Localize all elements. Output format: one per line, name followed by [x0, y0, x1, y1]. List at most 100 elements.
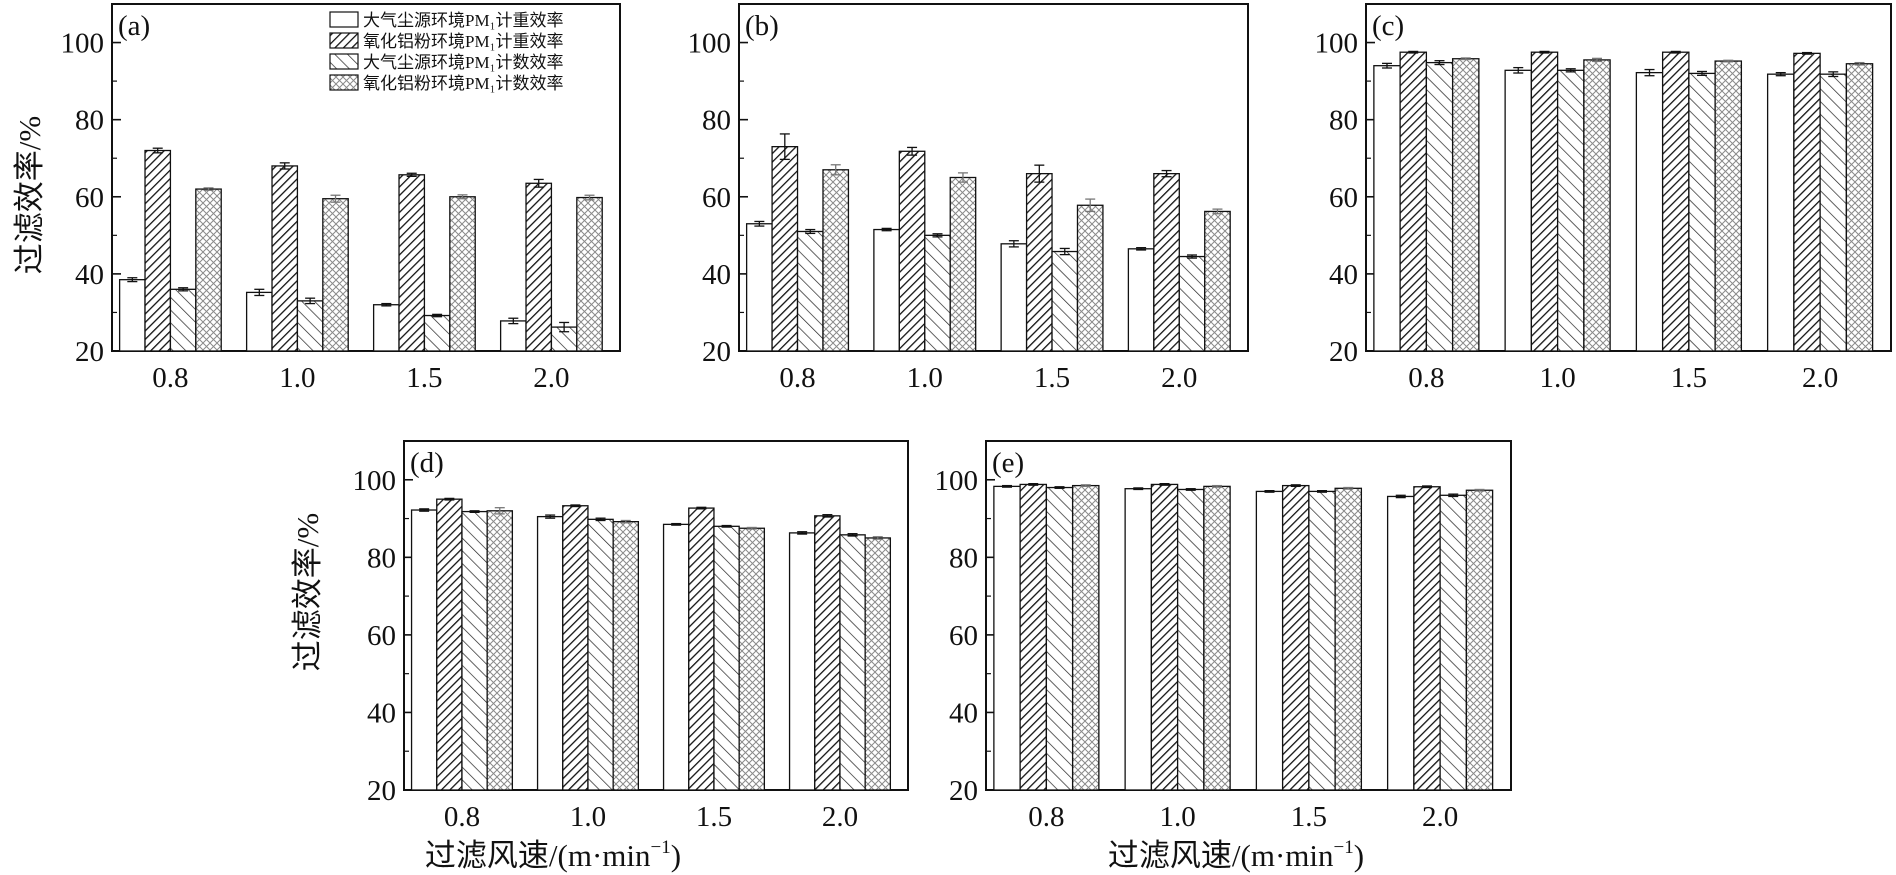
x-tick-label: 1.5: [696, 801, 732, 833]
x-tick-label: 0.8: [444, 801, 480, 833]
x-axis-label-d: 过滤风速/(m·min−1): [425, 837, 681, 873]
y-tick-label: 40: [75, 259, 104, 291]
bar: [118, 279, 146, 352]
bar: [814, 515, 841, 791]
y-axis-label-bottom: 过滤效率/%: [290, 513, 325, 671]
legend-swatch: [329, 11, 359, 28]
legend-swatch: [329, 32, 359, 49]
x-tick-label: 2.0: [1802, 362, 1838, 394]
bar: [839, 534, 866, 791]
bar: [1281, 484, 1310, 791]
y-tick-label: 20: [367, 775, 396, 807]
bar: [486, 510, 514, 791]
y-tick-label: 20: [949, 775, 978, 807]
chart-panel: 20 40 60 80 100 0.8 1.0 1.5 2.0 (c): [1315, 3, 1892, 394]
plot-frame: [111, 3, 621, 352]
bar: [1439, 494, 1468, 791]
bar: [169, 288, 197, 352]
bar: [898, 150, 926, 352]
bar: [449, 196, 476, 352]
y-tick-label: 40: [367, 697, 396, 729]
x-tick-label: 2.0: [1161, 362, 1197, 394]
bar: [245, 291, 273, 352]
bar: [1793, 52, 1821, 352]
y-tick-label: 60: [949, 620, 978, 652]
bar: [1714, 60, 1743, 352]
x-tick-label: 1.0: [907, 362, 943, 394]
y-tick-label: 40: [949, 697, 978, 729]
bar: [1556, 69, 1585, 352]
bar: [410, 509, 438, 791]
bar: [1153, 172, 1180, 352]
x-tick-label: 1.5: [1291, 801, 1327, 833]
y-tick-label: 80: [949, 542, 978, 574]
plot-frame: [1365, 3, 1892, 352]
bar: [1124, 488, 1153, 791]
x-tick-label: 2.0: [822, 801, 858, 833]
chart-panel: 20 40 60 80 100 0.8 1.0 1.5 2.0 (b): [688, 3, 1249, 394]
bar: [1504, 69, 1533, 352]
plot-frame: [985, 440, 1512, 791]
y-tick-label: 40: [1329, 259, 1358, 291]
bar: [1051, 250, 1079, 352]
bar: [1000, 243, 1028, 352]
bar: [1530, 51, 1559, 352]
bar: [738, 527, 766, 791]
bar: [423, 314, 451, 352]
bar: [1399, 51, 1428, 352]
bar: [1386, 495, 1415, 791]
bar: [1845, 63, 1874, 352]
x-tick-label: 1.5: [1034, 362, 1070, 394]
bar: [144, 149, 172, 352]
panel-label: (a): [118, 10, 150, 42]
bar: [822, 169, 850, 352]
y-tick-label: 40: [702, 259, 731, 291]
bar: [924, 234, 951, 352]
panel-label: (c): [1372, 10, 1404, 42]
bar: [1127, 248, 1155, 352]
bar: [1076, 204, 1104, 352]
chart-panel: 20 40 60 80 100 0.8 1.0 1.5 2.0 (e): [935, 440, 1512, 833]
y-axis-label-top: 过滤效率/%: [12, 116, 47, 274]
bar: [612, 521, 640, 791]
bar: [576, 196, 603, 352]
panel-label: (e): [992, 447, 1024, 479]
legend-label: 大气尘源环境PM₁计重效率: [363, 11, 564, 30]
bar: [587, 518, 614, 791]
x-tick-label: 1.5: [406, 362, 442, 394]
bar: [296, 300, 324, 352]
bar: [949, 176, 977, 352]
bar: [562, 505, 589, 791]
y-tick-label: 60: [75, 182, 104, 214]
y-tick-label: 60: [367, 620, 396, 652]
bar: [1203, 485, 1231, 791]
panel-label: (d): [410, 447, 444, 479]
bar: [1025, 172, 1053, 352]
plot-frame: [403, 440, 909, 791]
y-tick-label: 60: [1329, 182, 1358, 214]
legend-swatch: [329, 74, 359, 91]
y-tick-label: 100: [61, 28, 105, 60]
bar: [1766, 73, 1795, 352]
bar: [1413, 486, 1441, 791]
bar: [398, 174, 426, 352]
bar: [1373, 65, 1401, 352]
bar: [436, 498, 463, 791]
bar: [1819, 73, 1848, 352]
panel-label: (b): [745, 10, 779, 42]
bar: [1045, 486, 1074, 791]
y-tick-label: 100: [688, 28, 732, 60]
bar: [1071, 484, 1100, 791]
bar: [499, 320, 527, 352]
chart-panel: 20 40 60 80 100 0.8 1.0 1.5 2.0 (a) 大气尘源环境PM₁计重效率氧…: [61, 3, 621, 394]
x-tick-label: 2.0: [533, 362, 569, 394]
y-tick-label: 80: [75, 105, 104, 137]
x-tick-label: 1.0: [279, 362, 315, 394]
x-tick-label: 1.5: [1671, 362, 1707, 394]
y-tick-label: 80: [702, 105, 731, 137]
x-tick-label: 0.8: [1408, 362, 1444, 394]
y-tick-label: 100: [1315, 28, 1359, 60]
bar: [1688, 72, 1716, 352]
bar: [536, 515, 564, 791]
